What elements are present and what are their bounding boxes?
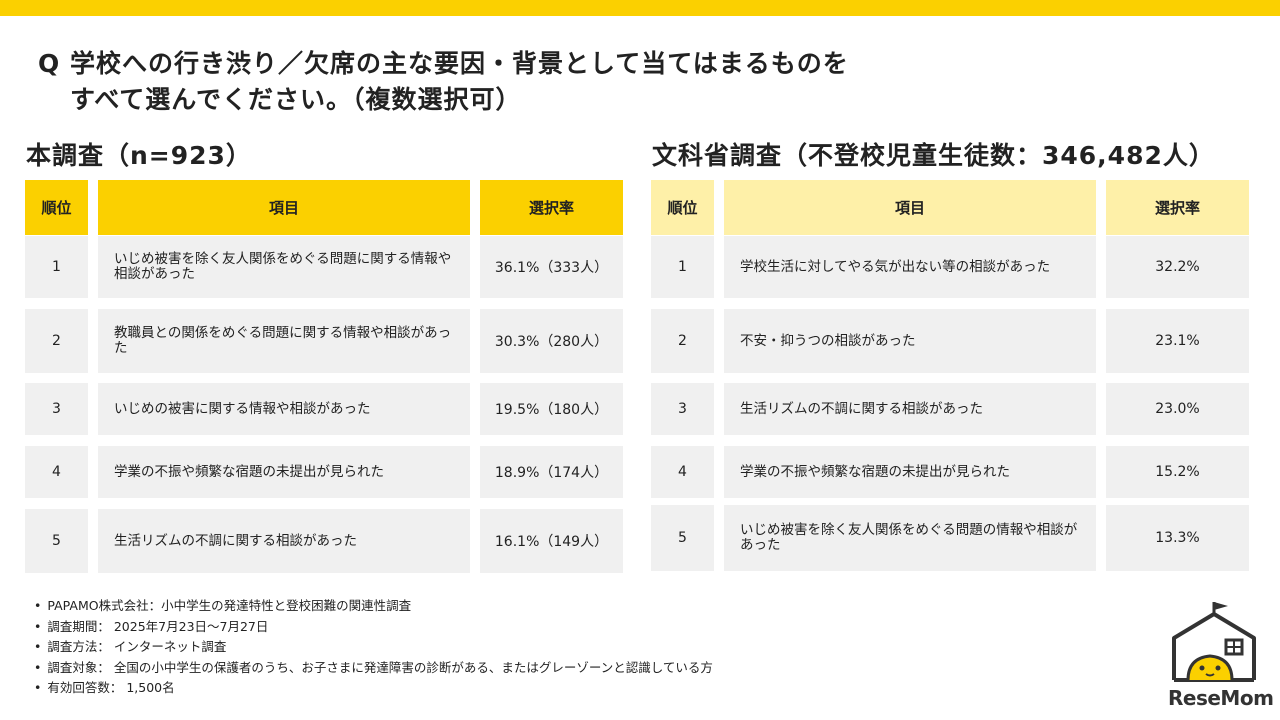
item-cell: 不安・抑うつの相談があった (724, 309, 1096, 373)
resemom-logo-text: ReseMom (1168, 686, 1274, 710)
rate-cell: 18.9%（174人） (480, 446, 623, 498)
item-cell: いじめ被害を除く友人関係をめぐる問題の情報や相談があった (724, 505, 1096, 571)
header-item: 項目 (98, 180, 470, 235)
rate-cell: 23.0% (1106, 383, 1249, 435)
rate-cell: 23.1% (1106, 309, 1249, 373)
item-cell: いじめ被害を除く友人関係をめぐる問題に関する情報や相談があった (98, 236, 470, 298)
header-rank: 順位 (25, 180, 88, 235)
question-line-2: すべて選んでください。（複数選択可） (70, 85, 522, 114)
rate-cell: 36.1%（333人） (480, 236, 623, 298)
header-item: 項目 (724, 180, 1096, 235)
rank-cell: 2 (25, 309, 88, 373)
header-rank: 順位 (651, 180, 714, 235)
top-accent-bar (0, 0, 1280, 16)
rate-cell: 32.2% (1106, 236, 1249, 298)
question-line-1: Q 学校への行き渋り／欠席の主な要因・背景として当てはまるものを (38, 49, 849, 78)
rank-cell: 3 (651, 383, 714, 435)
rate-cell: 15.2% (1106, 446, 1249, 498)
item-cell: 学校生活に対してやる気が出ない等の相談があった (724, 236, 1096, 298)
rate-cell: 30.3%（280人） (480, 309, 623, 373)
rate-cell: 19.5%（180人） (480, 383, 623, 435)
item-cell: 学業の不振や頻繁な宿題の未提出が見られた (724, 446, 1096, 498)
survey-notes: PAPAMO株式会社：小中学生の発達特性と登校困難の関連性調査 調査期間： 20… (34, 596, 713, 699)
rate-cell: 13.3% (1106, 505, 1249, 571)
note-item: 有効回答数： 1,500名 (34, 678, 713, 699)
right-table-title: 文科省調査（不登校児童生徒数：346,482人） (652, 141, 1215, 170)
question-text: Q 学校への行き渋り／欠席の主な要因・背景として当てはまるものを すべて選んでく… (38, 46, 849, 118)
rate-cell: 16.1%（149人） (480, 509, 623, 573)
item-cell: 生活リズムの不調に関する相談があった (98, 509, 470, 573)
note-item: 調査対象： 全国の小中学生の保護者のうち、お子さまに発達障害の診断がある、または… (34, 658, 712, 679)
note-item: 調査方法： インターネット調査 (34, 637, 713, 658)
note-item: 調査期間： 2025年7月23日～7月27日 (34, 617, 713, 638)
rank-cell: 2 (651, 309, 714, 373)
header-rate: 選択率 (480, 180, 623, 235)
note-item: PAPAMO株式会社：小中学生の発達特性と登校困難の関連性調査 (34, 596, 713, 617)
rank-cell: 5 (651, 505, 714, 571)
item-cell: 学業の不振や頻繁な宿題の未提出が見られた (98, 446, 470, 498)
house-face-logo-icon (1172, 602, 1256, 682)
rank-cell: 1 (25, 236, 88, 298)
left-table-title: 本調査（n=923） (26, 141, 252, 170)
rank-cell: 4 (651, 446, 714, 498)
rank-cell: 1 (651, 236, 714, 298)
item-cell: いじめの被害に関する情報や相談があった (98, 383, 470, 435)
rank-cell: 3 (25, 383, 88, 435)
rank-cell: 4 (25, 446, 88, 498)
header-rate: 選択率 (1106, 180, 1249, 235)
item-cell: 教職員との関係をめぐる問題に関する情報や相談があった (98, 309, 470, 373)
rank-cell: 5 (25, 509, 88, 573)
item-cell: 生活リズムの不調に関する相談があった (724, 383, 1096, 435)
